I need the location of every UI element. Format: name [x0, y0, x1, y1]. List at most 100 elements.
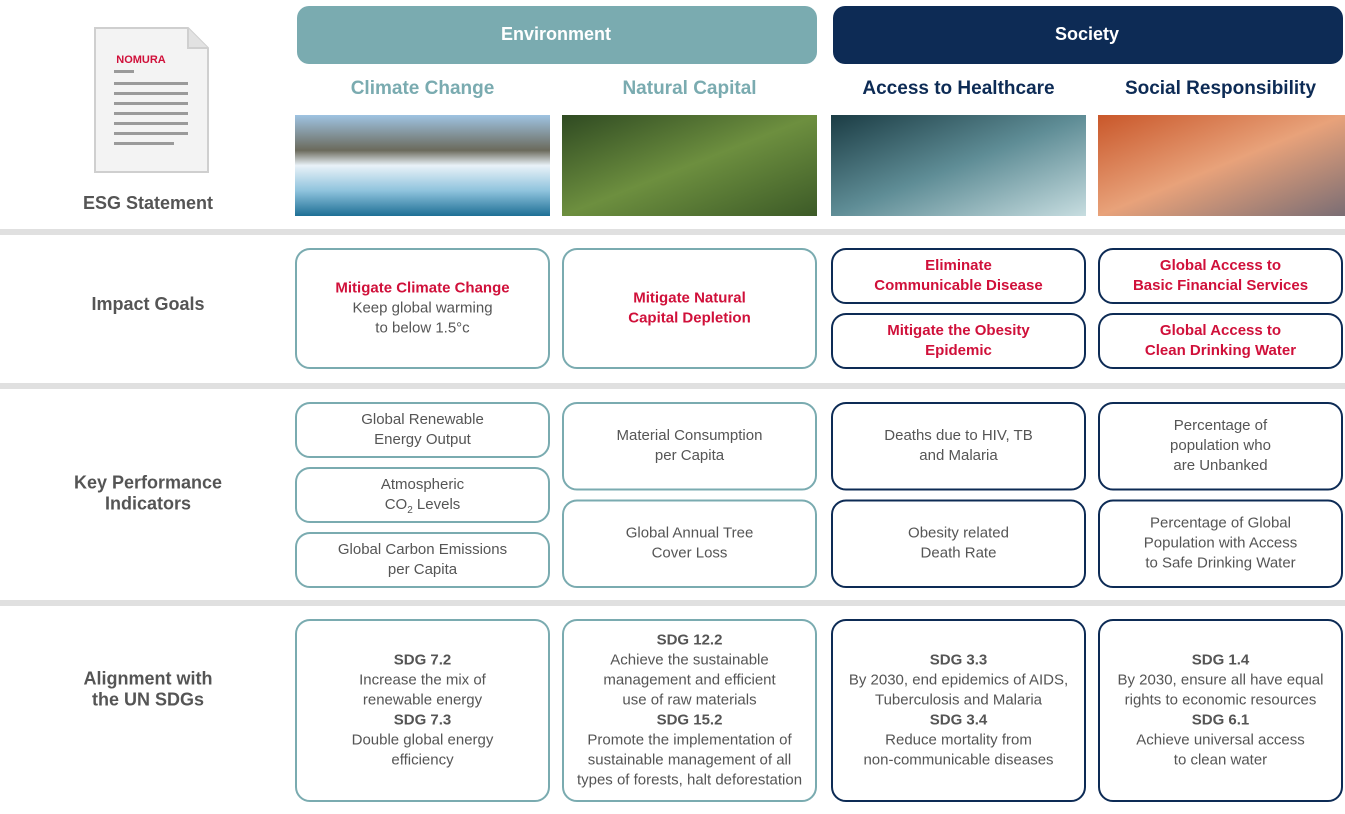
column-title: Access to Healthcare: [862, 78, 1054, 99]
card-text: Death Rate: [921, 545, 997, 562]
card-text: Achieve the sustainable: [610, 651, 768, 668]
sdg-heading: SDG 3.3: [930, 651, 988, 668]
statement-label: ESG Statement: [83, 193, 213, 213]
sdg-heading: SDG 15.2: [657, 711, 723, 728]
column-title: Social Responsibility: [1125, 78, 1317, 99]
card: [1098, 402, 1343, 491]
card: [1098, 499, 1343, 588]
card-text: Cover Loss: [652, 545, 728, 562]
card-text: population who: [1170, 437, 1271, 454]
card-text: Global Carbon Emissions: [338, 541, 507, 558]
card: [562, 402, 817, 491]
column-title: Natural Capital: [622, 78, 756, 99]
goal-title: Communicable Disease: [874, 277, 1042, 294]
card: [562, 248, 817, 369]
logo: NOMURA: [116, 54, 166, 66]
document-icon: NOMURA: [94, 27, 209, 173]
group-header: [297, 6, 817, 64]
card-text: renewable energy: [363, 691, 483, 708]
separator: [0, 600, 1345, 606]
card-text: Material Consumption: [617, 427, 763, 444]
card-text: Achieve universal access: [1136, 731, 1304, 748]
card: [295, 248, 550, 369]
goal-title: Global Access to: [1160, 322, 1281, 339]
card: [1098, 313, 1343, 369]
row-label: Impact Goals: [91, 294, 204, 314]
column-title: Climate Change: [351, 78, 495, 99]
card-text: Increase the mix of: [359, 671, 487, 688]
card: [831, 619, 1086, 802]
card-text: Double global energy: [352, 731, 494, 748]
card-text: Deaths due to HIV, TB: [884, 427, 1032, 444]
card: [295, 402, 550, 458]
card: [831, 499, 1086, 588]
goal-title: Epidemic: [925, 342, 992, 359]
card-text: Reduce mortality from: [885, 731, 1032, 748]
card-text: Energy Output: [374, 431, 472, 448]
card-text: and Malaria: [919, 447, 998, 464]
card-text: Percentage of: [1174, 417, 1268, 434]
card-text: per Capita: [655, 447, 725, 464]
card-text: By 2030, ensure all have equal: [1118, 671, 1324, 688]
row-label: Indicators: [105, 493, 191, 513]
card-text: to Safe Drinking Water: [1145, 555, 1295, 572]
goal-title: Clean Drinking Water: [1145, 342, 1296, 359]
card-text: types of forests, halt deforestation: [577, 771, 802, 788]
group-title: Society: [1055, 24, 1119, 44]
card-text: CO2 Levels: [385, 496, 461, 516]
goal-title: Mitigate the Obesity: [887, 322, 1030, 339]
goal-title: Global Access to: [1160, 257, 1281, 274]
sdg-heading: SDG 3.4: [930, 711, 988, 728]
sdg-heading: SDG 6.1: [1192, 711, 1250, 728]
card-text: Promote the implementation of: [587, 731, 792, 748]
photo: [562, 115, 817, 216]
separator: [0, 229, 1345, 235]
photo: [1098, 115, 1345, 216]
card-text: management and efficient: [603, 671, 776, 688]
card: [295, 619, 550, 802]
card-text: rights to economic resources: [1125, 691, 1317, 708]
card-text: per Capita: [388, 561, 458, 578]
card-text: Keep global warming: [352, 299, 492, 316]
separator: [0, 383, 1345, 389]
card: [831, 402, 1086, 491]
card-text: sustainable management of all: [588, 751, 791, 768]
photo: [295, 115, 550, 216]
photo: [831, 115, 1086, 216]
subscript: 2: [407, 505, 413, 516]
card-text: to below 1.5°c: [375, 319, 470, 336]
card: [295, 467, 550, 523]
card-text: use of raw materials: [622, 691, 756, 708]
card: [562, 499, 817, 588]
card-text: Obesity related: [908, 525, 1009, 542]
card-text: Global Renewable: [361, 411, 484, 428]
card: [1098, 248, 1343, 304]
card-text: Percentage of Global: [1150, 515, 1291, 532]
card-text: Population with Access: [1144, 535, 1297, 552]
sdg-heading: SDG 12.2: [657, 631, 723, 648]
card: [562, 619, 817, 802]
card: [831, 313, 1086, 369]
row-label: the UN SDGs: [92, 689, 204, 709]
row-label: Key Performance: [74, 472, 222, 492]
card-text: By 2030, end epidemics of AIDS,: [849, 671, 1068, 688]
card-text: are Unbanked: [1173, 457, 1267, 474]
sdg-heading: SDG 7.2: [394, 651, 452, 668]
goal-title: Mitigate Climate Change: [335, 279, 509, 296]
group-title: Environment: [501, 24, 611, 44]
row-label: Alignment with: [84, 668, 213, 688]
card-text-part: Levels: [413, 496, 461, 513]
card-text: Global Annual Tree: [626, 525, 754, 542]
card-text: Atmospheric: [381, 476, 465, 493]
card: [1098, 619, 1343, 802]
card-text: non-communicable diseases: [863, 751, 1053, 768]
card-text-part: CO: [385, 496, 408, 513]
card-text: efficiency: [391, 751, 454, 768]
card: [295, 532, 550, 588]
goal-title: Eliminate: [925, 257, 992, 274]
card-text: Tuberculosis and Malaria: [875, 691, 1043, 708]
goal-title: Capital Depletion: [628, 309, 751, 326]
goal-title: Mitigate Natural: [633, 289, 746, 306]
